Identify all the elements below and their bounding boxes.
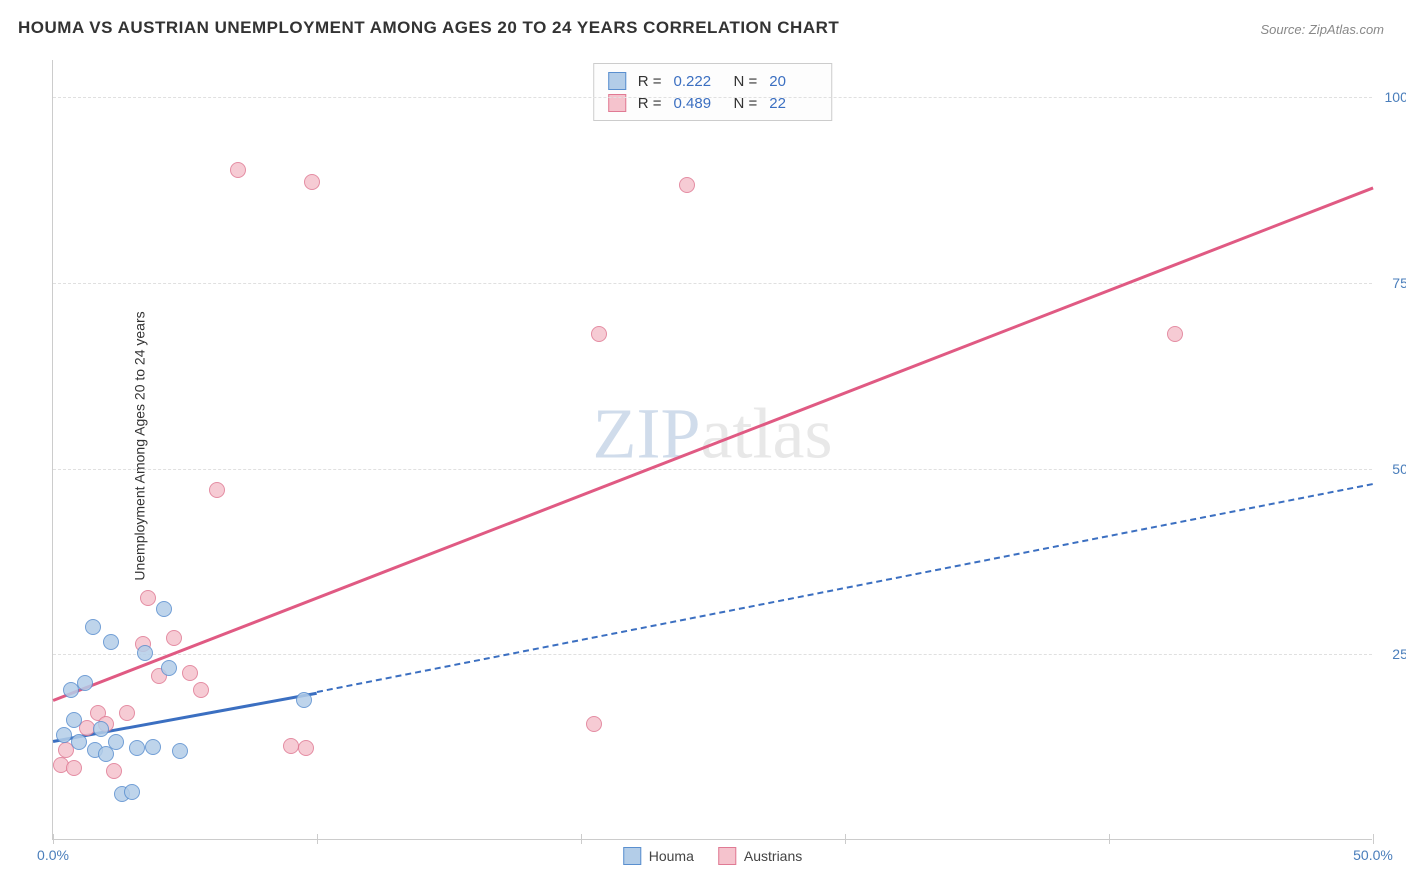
scatter-point-houma: [103, 634, 119, 650]
scatter-point-houma: [108, 734, 124, 750]
x-tick: [1109, 834, 1110, 844]
scatter-point-austrian: [283, 738, 299, 754]
correlation-stats-legend: R = 0.222 N = 20 R =0.489N =22: [593, 63, 833, 121]
legend-item-austrian: Austrians: [718, 847, 802, 865]
scatter-point-austrian: [230, 162, 246, 178]
x-tick: [317, 834, 318, 844]
scatter-point-houma: [77, 675, 93, 691]
x-tick: [53, 834, 54, 844]
y-tick-label: 100.0%: [1385, 89, 1406, 105]
legend-item-houma: Houma: [623, 847, 694, 865]
gridline-horizontal: [53, 97, 1372, 98]
scatter-point-houma: [71, 734, 87, 750]
chart-title: HOUMA VS AUSTRIAN UNEMPLOYMENT AMONG AGE…: [18, 18, 839, 38]
y-tick-label: 50.0%: [1392, 461, 1406, 477]
legend-swatch: [718, 847, 736, 865]
scatter-point-houma: [56, 727, 72, 743]
x-tick: [581, 834, 582, 844]
legend-swatch: [608, 72, 626, 90]
scatter-point-houma: [93, 721, 109, 737]
x-tick: [845, 834, 846, 844]
scatter-point-austrian: [140, 590, 156, 606]
scatter-point-austrian: [1167, 326, 1183, 342]
gridline-horizontal: [53, 283, 1372, 284]
r-label: R =: [638, 73, 662, 90]
n-value: 20: [769, 73, 817, 90]
series-legend: Houma Austrians: [623, 847, 803, 865]
y-tick-label: 75.0%: [1392, 275, 1406, 291]
scatter-point-houma: [66, 712, 82, 728]
legend-swatch: [623, 847, 641, 865]
legend-label: Austrians: [744, 848, 802, 864]
scatter-point-austrian: [166, 630, 182, 646]
watermark-zip: ZIP: [593, 393, 701, 473]
x-tick: [1373, 834, 1374, 844]
scatter-point-austrian: [679, 177, 695, 193]
scatter-point-austrian: [586, 716, 602, 732]
scatter-point-austrian: [193, 682, 209, 698]
source-attribution: Source: ZipAtlas.com: [1260, 22, 1384, 37]
scatter-point-austrian: [304, 174, 320, 190]
watermark-text: ZIPatlas: [593, 392, 833, 475]
scatter-point-austrian: [591, 326, 607, 342]
gridline-horizontal: [53, 469, 1372, 470]
scatter-point-austrian: [66, 760, 82, 776]
scatter-point-houma: [156, 601, 172, 617]
scatter-point-houma: [85, 619, 101, 635]
scatter-point-austrian: [298, 740, 314, 756]
y-tick-label: 25.0%: [1392, 646, 1406, 662]
stats-row-houma: R = 0.222 N = 20: [608, 70, 818, 92]
scatter-point-austrian: [119, 705, 135, 721]
scatter-point-houma: [124, 784, 140, 800]
regression-line-extrapolated: [317, 483, 1373, 693]
scatter-point-houma: [137, 645, 153, 661]
r-value: 0.222: [674, 73, 722, 90]
scatter-point-houma: [172, 743, 188, 759]
x-tick-label: 0.0%: [37, 847, 69, 863]
scatter-point-houma: [145, 739, 161, 755]
scatter-point-houma: [296, 692, 312, 708]
gridline-horizontal: [53, 654, 1372, 655]
scatter-point-houma: [129, 740, 145, 756]
scatter-point-austrian: [182, 665, 198, 681]
scatter-point-austrian: [209, 482, 225, 498]
regression-line: [53, 186, 1374, 701]
chart-plot-area: ZIPatlas R =0.222N =20R =0.489N =22 Houm…: [52, 60, 1372, 840]
legend-label: Houma: [649, 848, 694, 864]
n-label: N =: [734, 73, 758, 90]
scatter-point-austrian: [106, 763, 122, 779]
stats-row-austrian: R =0.489N =22: [608, 92, 818, 114]
x-tick-label: 50.0%: [1353, 847, 1393, 863]
scatter-point-houma: [161, 660, 177, 676]
